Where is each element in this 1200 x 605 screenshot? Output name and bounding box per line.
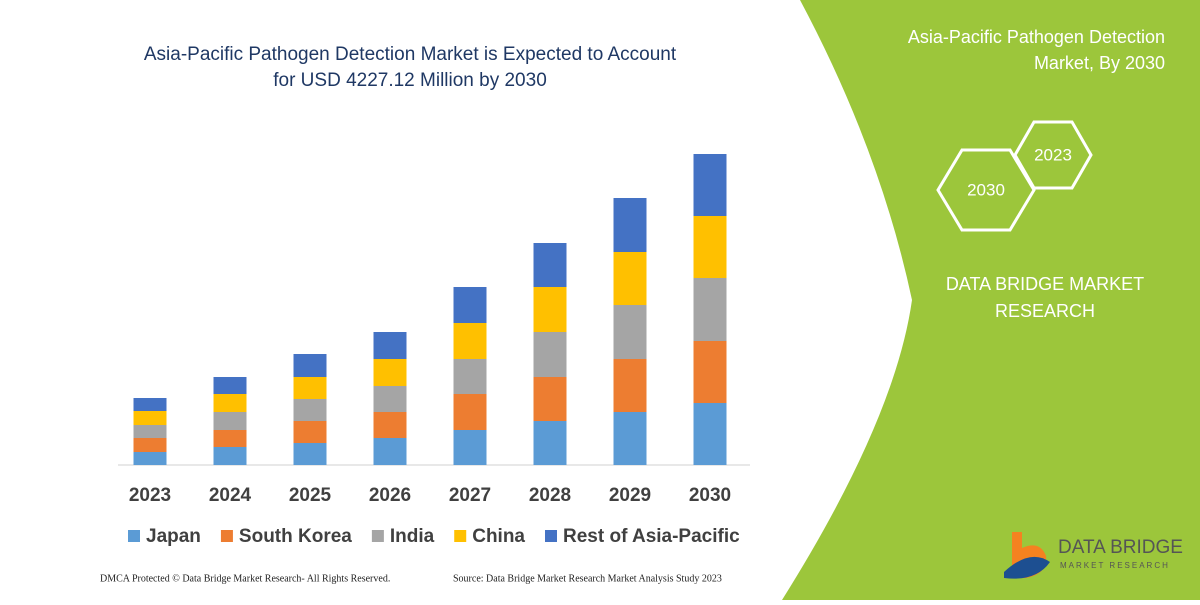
hexagon-label: 2023 (1034, 145, 1072, 164)
bar-segment (373, 332, 407, 359)
legend-swatch (128, 530, 140, 542)
panel-title: Market, By 2030 (1034, 53, 1165, 73)
legend-swatch (454, 530, 467, 542)
x-tick-label: 2026 (369, 485, 411, 506)
bar-segment (133, 411, 167, 425)
bar-segment (453, 323, 487, 359)
legend-swatch (545, 530, 557, 542)
x-tick-label: 2023 (129, 485, 171, 506)
bar-segment (373, 359, 407, 386)
bar-segment (373, 386, 407, 412)
bar-segment (293, 354, 327, 377)
bar-segment (533, 243, 567, 287)
bar-segment (693, 278, 727, 341)
legend-label: India (390, 526, 435, 547)
bar-segment (693, 341, 727, 403)
x-tick-label: 2027 (449, 485, 491, 506)
bar-segment (133, 452, 167, 465)
bar-segment (613, 305, 647, 359)
legend-label: South Korea (239, 526, 352, 547)
brand-text: RESEARCH (995, 301, 1095, 321)
bar-segment (453, 394, 487, 430)
bar-segment (373, 438, 407, 465)
bar-segment (293, 421, 327, 443)
panel-title: Asia-Pacific Pathogen Detection (908, 27, 1165, 47)
bar-segment (133, 425, 167, 438)
bar-segment (453, 430, 487, 465)
copyright: DMCA Protected © Data Bridge Market Rese… (100, 573, 390, 584)
source: Source: Data Bridge Market Research Mark… (453, 573, 722, 584)
bar-segment (293, 377, 327, 399)
x-tick-label: 2028 (529, 485, 571, 506)
bar-segment (613, 412, 647, 465)
legend-swatch (220, 530, 233, 542)
logo-tagline: MARKET RESEARCH (1060, 561, 1170, 570)
bar-segment (213, 447, 247, 465)
bar-segment (613, 252, 647, 305)
bar-segment (533, 421, 567, 465)
bar-segment (613, 198, 647, 252)
bar-segment (133, 398, 167, 411)
hexagon-label: 2030 (967, 180, 1005, 199)
bar-segment (213, 412, 247, 430)
logo-mark (1004, 556, 1050, 579)
bar-segment (133, 438, 167, 452)
bar-segment (693, 154, 727, 216)
bar-segment (533, 332, 567, 377)
x-tick-label: 2024 (209, 485, 252, 506)
bar-segment (533, 287, 567, 332)
brand-text: DATA BRIDGE MARKET (946, 274, 1144, 294)
bar-segment (213, 430, 247, 447)
legend-label: Japan (146, 526, 201, 547)
legend-label: Rest of Asia-Pacific (563, 526, 740, 547)
bar-segment (693, 403, 727, 465)
bar-segment (293, 399, 327, 421)
bar-segment (293, 443, 327, 465)
side-panel (782, 0, 1200, 600)
legend-swatch (371, 530, 384, 542)
hexagon (936, 148, 1036, 232)
bar-segment (693, 216, 727, 278)
bar-segment (613, 359, 647, 412)
x-tick-label: 2025 (289, 485, 332, 506)
bar-segment (373, 412, 407, 438)
bar-segment (213, 377, 247, 394)
bar-segment (533, 377, 567, 421)
chart-title: Asia-Pacific Pathogen Detection Market i… (144, 44, 677, 65)
chart-title: for USD 4227.12 Million by 2030 (273, 70, 547, 91)
bar-segment (453, 287, 487, 323)
x-tick-label: 2030 (689, 485, 731, 506)
bar-segment (453, 359, 487, 394)
logo-name: DATA BRIDGE (1058, 537, 1183, 558)
bar-segment (213, 394, 247, 412)
legend-label: China (472, 526, 525, 547)
x-tick-label: 2029 (609, 485, 651, 506)
